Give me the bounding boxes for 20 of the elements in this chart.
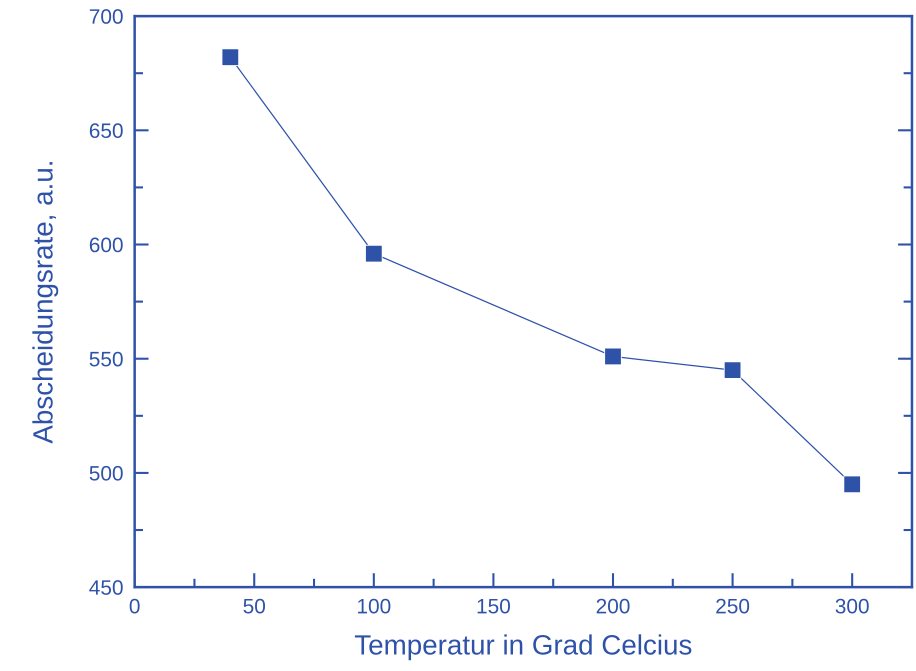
x-tick-label: 100 (358, 598, 390, 614)
x-tick-label: 300 (836, 598, 869, 614)
point (724, 361, 742, 379)
y-tick-label: 500 (90, 466, 123, 481)
y-tick-label: 600 (90, 238, 123, 252)
point (604, 348, 622, 366)
y-tick-label: 650 (90, 123, 123, 138)
point (365, 244, 383, 262)
x-tick-label: 50 (243, 598, 266, 614)
y-tick-label: 550 (90, 352, 123, 366)
point (222, 48, 240, 66)
y-tick-label: 700 (90, 9, 123, 24)
point (843, 476, 861, 494)
x-tick-label: 200 (596, 598, 630, 614)
x-tick-label: 250 (716, 598, 750, 614)
x-tick-label: 0 (130, 598, 140, 614)
y-tick-label: 450 (89, 580, 123, 595)
x-tick-label: 150 (478, 598, 510, 614)
y-axis-title: Abscheidungsrate, a.u. (32, 162, 58, 444)
x-axis-title: Temperatur in Grad Celcius (354, 634, 692, 660)
